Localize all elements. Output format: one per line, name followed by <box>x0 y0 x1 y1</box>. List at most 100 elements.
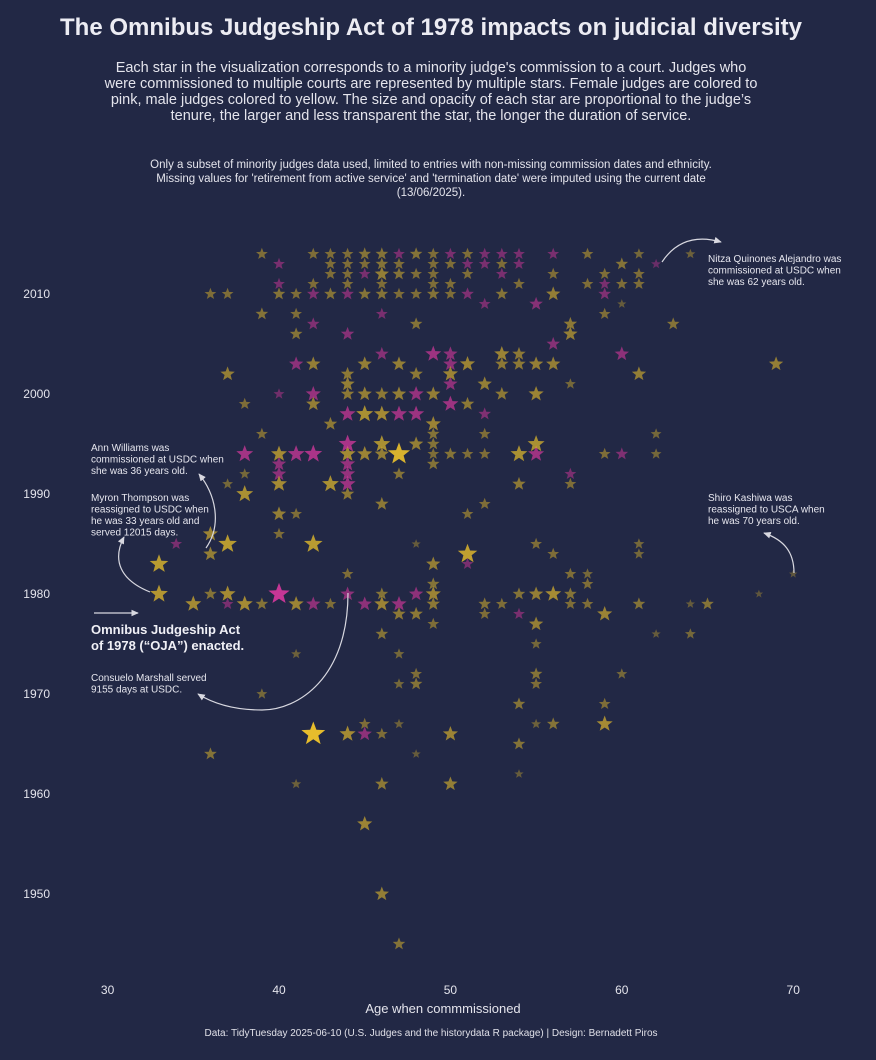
judge-star <box>529 667 543 680</box>
judge-star <box>256 427 268 439</box>
judge-star <box>341 257 354 269</box>
annotation-consuelo-marshall: Consuelo Marshall served 9155 days at USD… <box>91 673 207 696</box>
judge-star <box>545 585 562 601</box>
judge-star <box>528 445 545 461</box>
judge-star <box>564 567 577 579</box>
chart-title: The Omnibus Judgeship Act of 1978 impact… <box>60 14 802 41</box>
judge-star <box>340 326 355 340</box>
judge-star <box>615 447 629 460</box>
judge-star <box>528 386 544 401</box>
judge-star <box>220 366 235 381</box>
judge-star <box>444 287 457 299</box>
judge-star <box>291 778 302 789</box>
judge-star <box>272 287 286 300</box>
judge-star <box>392 267 406 280</box>
judge-star <box>547 547 560 559</box>
judge-star <box>512 476 526 490</box>
arrow-ann <box>198 473 216 549</box>
judge-star <box>375 287 389 300</box>
judge-star <box>513 607 525 619</box>
y-tick-label: 1960 <box>23 787 50 801</box>
judge-star <box>340 366 355 380</box>
annotation-nitza: Nitza Quinones Alejandro was commissioned… <box>708 254 841 288</box>
judge-star <box>373 435 391 452</box>
judge-star <box>443 776 458 791</box>
judge-star <box>582 568 593 579</box>
judge-star <box>495 257 508 269</box>
judge-star <box>615 257 629 270</box>
judge-star <box>546 356 561 371</box>
x-tick-label: 60 <box>615 983 629 997</box>
judge-star <box>631 366 647 381</box>
judge-star <box>375 776 389 790</box>
judge-star <box>547 247 560 259</box>
judge-star <box>651 258 662 269</box>
judge-star <box>427 267 440 279</box>
judge-star <box>271 456 287 471</box>
judge-star <box>478 597 491 610</box>
judge-star <box>221 597 234 609</box>
judge-star <box>685 248 696 259</box>
judge-star <box>236 595 253 611</box>
judge-star <box>444 247 457 259</box>
judge-star <box>307 317 320 330</box>
judge-star <box>357 446 373 461</box>
judge-star <box>426 427 440 440</box>
judge-star <box>410 267 422 279</box>
judge-star <box>425 586 441 601</box>
judge-star <box>271 506 287 521</box>
judge-star <box>375 346 389 360</box>
judge-star <box>528 616 544 631</box>
annotation-oja: Omnibus Judgeship Act of 1978 (“OJA”) ena… <box>91 622 244 653</box>
judge-star <box>495 597 508 609</box>
judge-star <box>615 277 628 289</box>
judge-star <box>375 496 389 510</box>
judge-star <box>374 266 389 281</box>
judge-star <box>410 667 422 679</box>
judge-star <box>271 445 287 461</box>
judge-star <box>478 427 491 439</box>
judge-star <box>444 257 457 269</box>
judge-star <box>426 577 440 590</box>
judge-star <box>461 247 474 259</box>
judge-star <box>495 356 509 370</box>
judge-star <box>290 507 302 519</box>
judge-star <box>202 526 218 541</box>
judge-star <box>236 445 254 462</box>
judge-star <box>392 467 406 480</box>
caption: Data: TidyTuesday 2025-06-10 (U.S. Judge… <box>204 1028 658 1039</box>
judge-star <box>478 407 491 420</box>
x-tick-label: 70 <box>787 983 801 997</box>
judge-star <box>204 287 217 299</box>
judge-star <box>528 586 544 601</box>
judge-star <box>564 378 576 389</box>
judge-star <box>459 356 476 371</box>
judge-star <box>461 257 474 269</box>
judge-star <box>408 586 424 601</box>
x-tick-label: 30 <box>101 983 115 997</box>
judge-star <box>373 405 390 421</box>
judge-star <box>495 386 509 400</box>
y-tick-label: 1980 <box>23 587 50 601</box>
judge-star <box>409 366 423 380</box>
judge-star <box>563 326 578 341</box>
judge-star <box>393 247 405 259</box>
judge-star <box>374 886 389 901</box>
judge-star <box>304 444 323 462</box>
judge-star <box>510 445 528 462</box>
judge-star <box>287 445 305 462</box>
judge-star <box>341 267 354 279</box>
judge-star <box>289 356 304 371</box>
judge-star <box>340 376 355 391</box>
arrow-nitza <box>661 236 722 263</box>
judge-star <box>170 537 183 549</box>
judge-star <box>442 726 458 741</box>
judge-star <box>306 596 321 611</box>
judge-star <box>256 247 268 259</box>
judge-star <box>614 346 629 361</box>
judge-star <box>512 737 526 750</box>
arrow-shiro <box>763 532 795 574</box>
